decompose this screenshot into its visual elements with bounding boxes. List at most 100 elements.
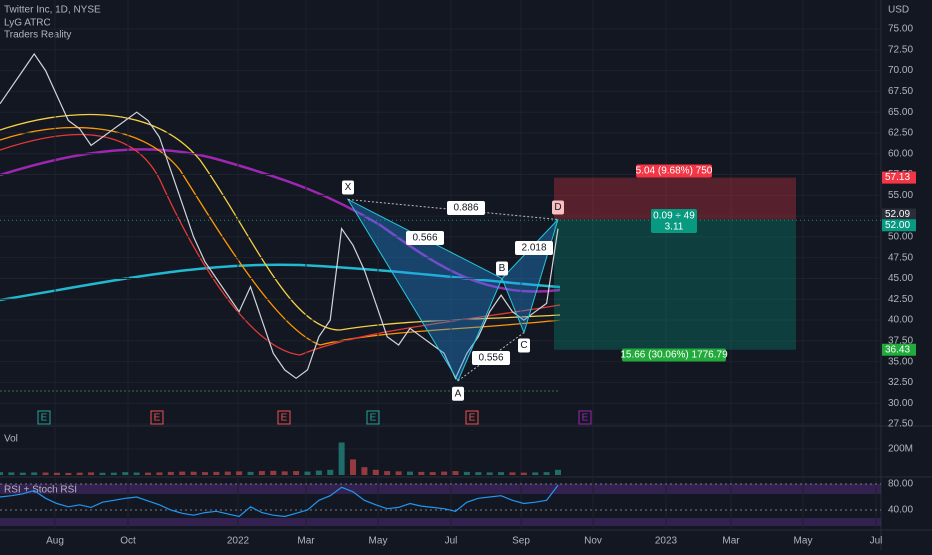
volume-bar [122,472,129,475]
earnings-icon [150,410,164,425]
volume-bar [281,471,288,475]
price-tick-label: 50.00 [888,232,913,243]
volume-bar [236,471,243,475]
time-tick-label: Sep [512,536,530,547]
volume-bar [31,472,38,475]
price-marker: 57.13 [885,172,910,183]
price-tick-label: 67.50 [888,86,913,97]
currency: USD [888,5,909,16]
price-tick-label: 30.00 [888,398,913,409]
volume-bar [509,472,516,475]
price-tick-label: 32.50 [888,377,913,388]
volume-bar [145,472,152,475]
volume-bar [543,472,550,475]
entry-label: 0.09 ÷ 49 [653,211,695,222]
earnings-label: E [154,413,161,424]
pane-title: RSI + Stoch RSI [4,485,77,496]
entry-label-bg [651,209,697,233]
price-marker-bg [882,171,916,184]
time-tick-label: Mar [297,536,315,547]
volume-bar [167,471,174,475]
volume-bar [8,472,15,475]
moving-average [0,148,561,293]
price-tick-label: 60.00 [888,148,913,159]
pattern-point-label: X [345,182,352,193]
volume-bar [65,472,72,475]
volume-bar [304,471,311,475]
rsi-line [0,484,559,518]
rsi-band [0,484,881,494]
volume-bar [418,471,425,475]
time-tick-label: Oct [120,536,136,547]
volume-bar [293,471,300,475]
ratio-label: 0.886 [453,203,478,214]
pattern-point-label: C [520,340,527,351]
ratio-label: 0.556 [478,353,503,364]
pane-title: Vol [4,434,18,445]
ratio-label-bg [472,351,510,365]
moving-average [0,263,561,302]
price-tick-label: 42.50 [888,294,913,305]
target-label: 15.66 (30.06%) 1776.79 [620,350,728,361]
rsi-band [0,518,881,526]
time-tick-label: 2022 [227,536,250,547]
volume-bar [452,471,459,475]
volume-bar [395,471,402,475]
volume-bar [53,472,60,475]
time-tick-label: Aug [46,536,64,547]
volume-bar [88,472,95,475]
time-tick-label: 2023 [655,536,678,547]
moving-average [0,133,561,356]
entry-label: 3.11 [665,222,684,233]
volume-bar [224,471,231,475]
volume-bar [201,472,208,475]
price-marker-bg [882,208,916,221]
volume-bar [498,472,505,475]
earnings-label: E [582,413,589,424]
earnings-icon [366,410,380,425]
volume-bar [270,470,277,475]
pattern-point-label: B [499,263,506,274]
price-tick-label: 37.50 [888,335,913,346]
pattern-point-bg [518,338,530,353]
earnings-icon [465,410,479,425]
volume-bar [429,472,436,475]
volume-bar [76,472,83,475]
volume-bar [133,472,140,475]
target-label-bg [622,348,726,362]
volume-bar [406,471,413,475]
ratio-label-bg [447,201,485,215]
price-marker: 52.09 [885,209,910,220]
volume-bar [110,472,117,475]
volume-bar [463,471,470,475]
price-tick-label: 40.00 [888,315,913,326]
price-tick-label: 35.00 [888,356,913,367]
earnings-icon [37,410,51,425]
price-tick-label: 55.00 [888,190,913,201]
volume-bar [315,470,322,475]
price-tick-label: 65.00 [888,107,913,118]
ratio-label-bg [515,241,553,255]
price-marker: 52.00 [885,220,910,231]
volume-bar [338,442,345,475]
volume-bar [384,471,391,475]
ratio-label: 2.018 [521,243,546,254]
earnings-label: E [41,413,48,424]
volume-bar [156,472,163,475]
volume-bar [247,471,254,475]
volume-bar [372,469,379,475]
volume-bar [258,471,265,475]
pattern-point-label: A [455,388,462,399]
earnings-icon [277,410,291,425]
pattern-point-bg [552,200,564,215]
chart-title: Twitter Inc, 1D, NYSE [4,5,101,16]
pattern-point-bg [342,180,354,195]
price-line [0,52,559,380]
time-tick-label: Nov [584,536,602,547]
indicator-name: Traders Reality [4,30,71,41]
pattern-point-bg [496,261,508,276]
moving-average [0,113,561,331]
volume-bar [0,472,3,475]
price-tick-label: 47.50 [888,252,913,263]
